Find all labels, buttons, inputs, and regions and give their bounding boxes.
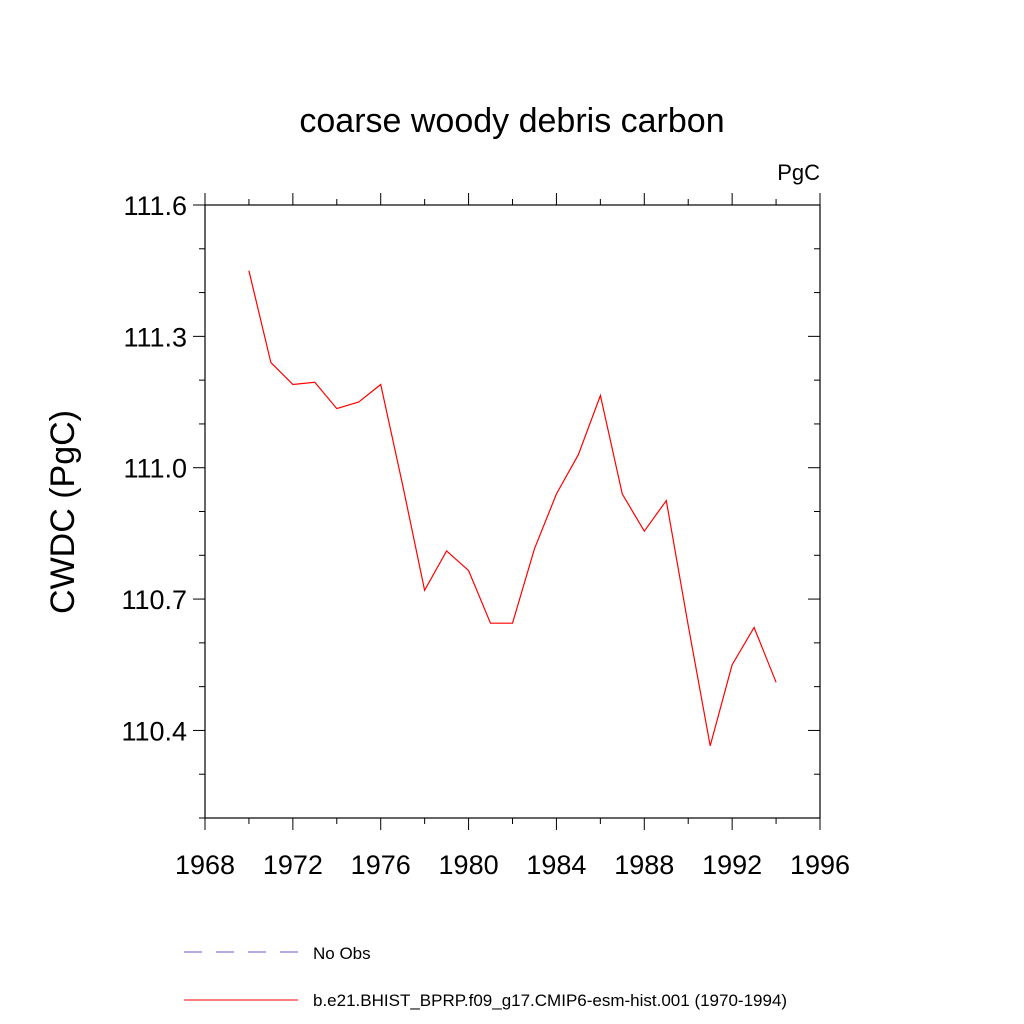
series-line [248, 270, 777, 746]
legend-label-no-obs: No Obs [313, 944, 371, 963]
series-group [248, 270, 777, 746]
y-tick-label: 111.6 [123, 191, 187, 221]
x-tick-label: 1976 [351, 850, 411, 880]
y-axis-ticks [193, 204, 820, 819]
y-tick-label: 111.3 [123, 322, 187, 352]
legend-label-model-run: b.e21.BHIST_BPRP.f09_g17.CMIP6-esm-hist.… [313, 991, 787, 1010]
x-tick-label: 1996 [790, 850, 850, 880]
x-tick-label: 1972 [263, 850, 323, 880]
x-tick-label: 1980 [439, 850, 499, 880]
x-tick-label: 1988 [614, 850, 674, 880]
units-label: PgC [777, 160, 820, 185]
plot-frame [204, 204, 821, 819]
y-tick-label: 110.7 [121, 585, 187, 615]
x-axis-ticks [204, 193, 821, 830]
x-tick-label: 1984 [526, 850, 586, 880]
y-axis-label: CWDC (PgC) [44, 410, 82, 614]
y-tick-label: 110.4 [121, 716, 187, 746]
y-tick-label: 111.0 [123, 454, 187, 484]
chart-title: coarse woody debris carbon [299, 102, 724, 140]
legend: No Obs b.e21.BHIST_BPRP.f09_g17.CMIP6-es… [184, 944, 787, 1010]
x-axis-tick-labels: 1968 1972 1976 1980 1984 1988 1992 1996 [175, 850, 850, 880]
y-axis-tick-labels: 110.4 110.7 111.0 111.3 111.6 [121, 191, 187, 746]
x-tick-label: 1968 [175, 850, 235, 880]
x-tick-label: 1992 [702, 850, 762, 880]
